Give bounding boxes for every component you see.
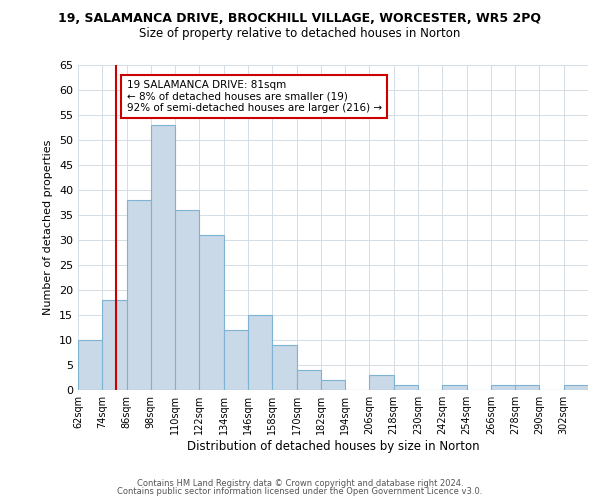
Bar (442, 385, 467, 390)
Bar (151, 125, 175, 390)
Bar (127, 200, 151, 390)
Bar (175, 210, 199, 390)
Bar (248, 315, 272, 390)
Bar (199, 235, 224, 390)
Bar (491, 385, 515, 390)
Bar (370, 375, 394, 390)
Bar (78, 340, 102, 390)
Bar (515, 385, 539, 390)
Text: 19 SALAMANCA DRIVE: 81sqm
← 8% of detached houses are smaller (19)
92% of semi-d: 19 SALAMANCA DRIVE: 81sqm ← 8% of detach… (127, 80, 382, 113)
X-axis label: Distribution of detached houses by size in Norton: Distribution of detached houses by size … (187, 440, 479, 453)
Bar (296, 370, 321, 390)
Text: 19, SALAMANCA DRIVE, BROCKHILL VILLAGE, WORCESTER, WR5 2PQ: 19, SALAMANCA DRIVE, BROCKHILL VILLAGE, … (59, 12, 542, 26)
Bar (102, 300, 127, 390)
Bar (272, 345, 296, 390)
Text: Contains HM Land Registry data © Crown copyright and database right 2024.: Contains HM Land Registry data © Crown c… (137, 478, 463, 488)
Text: Size of property relative to detached houses in Norton: Size of property relative to detached ho… (139, 28, 461, 40)
Bar (564, 385, 588, 390)
Bar (321, 380, 345, 390)
Bar (224, 330, 248, 390)
Text: Contains public sector information licensed under the Open Government Licence v3: Contains public sector information licen… (118, 487, 482, 496)
Bar (394, 385, 418, 390)
Y-axis label: Number of detached properties: Number of detached properties (43, 140, 53, 315)
